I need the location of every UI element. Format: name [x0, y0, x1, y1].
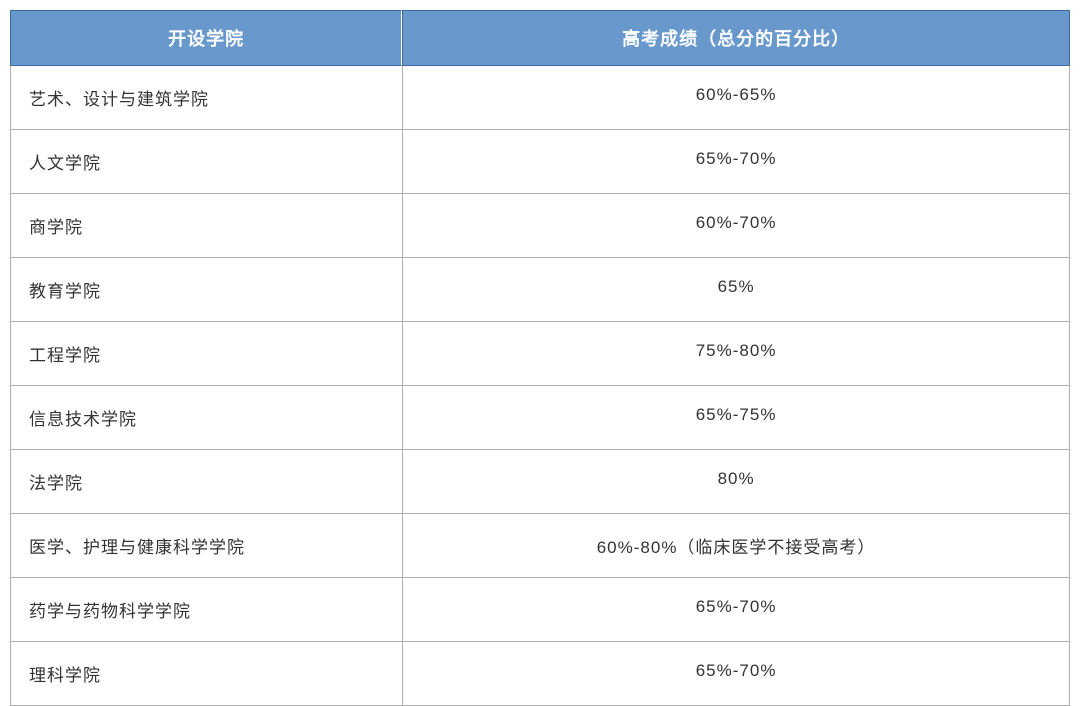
table-row: 艺术、设计与建筑学院 60%-65%: [10, 66, 1070, 130]
table-row: 理科学院 65%-70%: [10, 642, 1070, 706]
cell-college: 理科学院: [10, 642, 402, 706]
cell-college: 艺术、设计与建筑学院: [10, 66, 402, 130]
cell-score: 65%-75%: [402, 386, 1070, 450]
table-header-row: 开设学院 高考成绩（总分的百分比）: [10, 10, 1070, 66]
cell-score: 65%: [402, 258, 1070, 322]
cell-score: 75%-80%: [402, 322, 1070, 386]
cell-college: 工程学院: [10, 322, 402, 386]
table-row: 法学院 80%: [10, 450, 1070, 514]
table-row: 药学与药物科学学院 65%-70%: [10, 578, 1070, 642]
cell-score: 65%-70%: [402, 578, 1070, 642]
header-cell-score: 高考成绩（总分的百分比）: [402, 10, 1070, 66]
cell-score: 60%-70%: [402, 194, 1070, 258]
cell-college: 人文学院: [10, 130, 402, 194]
table-row: 人文学院 65%-70%: [10, 130, 1070, 194]
cell-score: 65%-70%: [402, 642, 1070, 706]
table-row: 商学院 60%-70%: [10, 194, 1070, 258]
cell-score: 80%: [402, 450, 1070, 514]
table-row: 信息技术学院 65%-75%: [10, 386, 1070, 450]
table-row: 教育学院 65%: [10, 258, 1070, 322]
score-table: 开设学院 高考成绩（总分的百分比） 艺术、设计与建筑学院 60%-65% 人文学…: [10, 10, 1070, 706]
header-cell-college: 开设学院: [10, 10, 402, 66]
cell-score: 60%-80%（临床医学不接受高考）: [402, 514, 1070, 578]
table-row: 医学、护理与健康科学学院 60%-80%（临床医学不接受高考）: [10, 514, 1070, 578]
cell-college: 信息技术学院: [10, 386, 402, 450]
cell-college: 商学院: [10, 194, 402, 258]
cell-score: 65%-70%: [402, 130, 1070, 194]
cell-college: 医学、护理与健康科学学院: [10, 514, 402, 578]
table-row: 工程学院 75%-80%: [10, 322, 1070, 386]
cell-score: 60%-65%: [402, 66, 1070, 130]
cell-college: 法学院: [10, 450, 402, 514]
cell-college: 教育学院: [10, 258, 402, 322]
cell-college: 药学与药物科学学院: [10, 578, 402, 642]
table-body: 艺术、设计与建筑学院 60%-65% 人文学院 65%-70% 商学院 60%-…: [10, 66, 1070, 706]
